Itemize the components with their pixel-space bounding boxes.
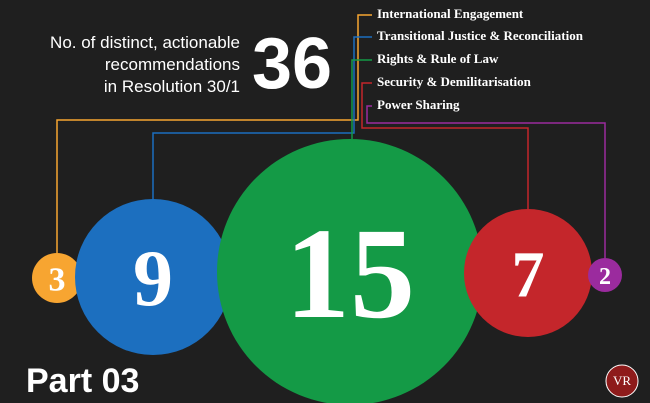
category-value: 3 (49, 262, 66, 299)
part-label: Part 03 (26, 362, 139, 400)
category-circle (464, 209, 592, 337)
legend-label: Transitional Justice & Reconciliation (377, 28, 584, 43)
title-line: in Resolution 30/1 (104, 77, 240, 96)
category-circle (588, 258, 622, 292)
title-line: No. of distinct, actionable (50, 33, 240, 52)
category-circle (217, 139, 483, 403)
title-line: recommendations (105, 55, 240, 74)
category-value: 15 (285, 202, 415, 346)
legend-label: International Engagement (377, 6, 524, 21)
category-value: 9 (133, 235, 173, 323)
legend-label: Rights & Rule of Law (377, 51, 499, 66)
connector (56, 14, 372, 253)
connector (366, 105, 606, 258)
category-value: 2 (599, 264, 611, 290)
category-circle (75, 199, 231, 355)
legend-label: Power Sharing (377, 97, 460, 112)
connector (351, 59, 372, 139)
connector (361, 82, 529, 209)
logo: VR (613, 373, 631, 388)
circles: 3 9 15 7 2 (32, 139, 622, 403)
connector (152, 36, 372, 199)
connectors (56, 14, 606, 258)
category-circle (32, 253, 82, 303)
legend-label: Security & Demilitarisation (377, 74, 532, 89)
category-value: 7 (512, 239, 545, 312)
total: 36 (252, 24, 332, 104)
logo-badge (605, 364, 639, 398)
